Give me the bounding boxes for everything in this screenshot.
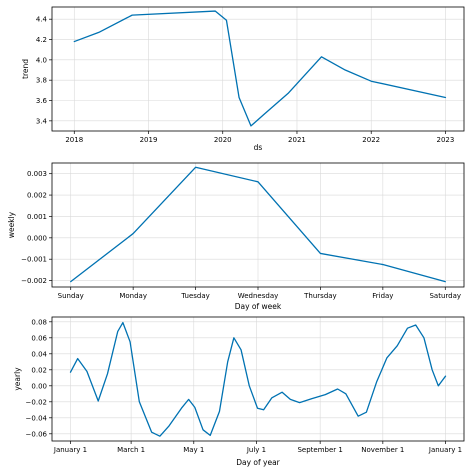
yearly-x-tick-label: January 1 <box>53 446 87 454</box>
weekly-x-tick-label: Wednesday <box>238 292 279 300</box>
weekly-y-tick-label: 0.000 <box>27 234 47 242</box>
weekly-y-tick-label: 0.002 <box>27 192 47 200</box>
weekly-x-tick-label: Tuesday <box>180 292 209 300</box>
weekly-y-tick-label: −0.001 <box>21 256 47 264</box>
yearly-y-tick-label: −0.02 <box>26 398 47 406</box>
trend-y-tick-label: 4.2 <box>36 36 47 44</box>
weekly-panel: Sunday Monday Tuesday Wednesday Thursday Frid… <box>7 162 465 311</box>
yearly-x-tick-label: September 1 <box>297 446 342 454</box>
yearly-panel: January 1 March 1 May 1 July 1 September 1 No… <box>13 316 465 467</box>
yearly-y-tick-label: 0.00 <box>31 382 47 390</box>
weekly-x-axis-label: Day of week <box>235 302 282 311</box>
weekly-x-tick-label: Saturday <box>429 292 461 300</box>
weekly-x-tick-label: Sunday <box>58 292 84 300</box>
trend-x-tick-label: 2022 <box>362 136 380 144</box>
weekly-x-tick-label: Monday <box>119 292 147 300</box>
yearly-x-tick-label: March 1 <box>117 446 145 454</box>
trend-y-tick-label: 3.8 <box>36 77 47 85</box>
weekly-x-tick-label: Friday <box>372 292 393 300</box>
yearly-x-axis-label: Day of year <box>236 458 280 467</box>
trend-y-tick-label: 4.0 <box>36 56 47 64</box>
yearly-y-tick-label: 0.06 <box>31 334 47 342</box>
trend-x-axis-label: ds <box>254 143 263 152</box>
yearly-x-tick-label: January 1 <box>428 446 462 454</box>
yearly-y-tick-label: 0.04 <box>31 350 47 358</box>
yearly-x-tick-label: November 1 <box>361 446 404 454</box>
weekly-y-tick-label: 0.003 <box>27 170 47 178</box>
trend-y-tick-label: 4.4 <box>36 16 48 24</box>
trend-x-tick-label: 2020 <box>214 136 232 144</box>
yearly-y-axis-label: yearly <box>13 367 22 391</box>
yearly-y-tick-label: −0.04 <box>26 414 48 422</box>
trend-x-tick-label: 2023 <box>437 136 455 144</box>
yearly-series-line <box>69 321 447 437</box>
yearly-y-tick-label: −0.06 <box>26 430 48 438</box>
trend-y-tick-label: 3.6 <box>36 97 48 105</box>
weekly-series-line <box>70 166 446 283</box>
trend-series-line <box>73 10 447 127</box>
weekly-y-axis-label: weekly <box>7 211 16 238</box>
yearly-plot-frame <box>51 316 465 442</box>
yearly-y-tick-label: 0.08 <box>31 318 47 326</box>
yearly-x-tick-label: May 1 <box>183 446 204 454</box>
trend-x-tick-label: 2021 <box>288 136 306 144</box>
yearly-x-tick-label: July 1 <box>246 446 266 454</box>
trend-x-tick-label: 2018 <box>65 136 83 144</box>
trend-y-axis-label: trend <box>21 59 30 79</box>
weekly-x-tick-label: Thursday <box>303 292 337 300</box>
trend-y-tick-label: 3.4 <box>36 117 48 125</box>
trend-plot-frame <box>51 6 465 132</box>
yearly-y-tick-label: 0.02 <box>31 366 47 374</box>
weekly-y-tick-label: −0.002 <box>21 277 47 285</box>
trend-x-tick-label: 2019 <box>140 136 158 144</box>
trend-panel: 2018 2019 2020 2021 2022 2023 3.4 3.6 3.8 4.0 4.2 4… <box>21 6 465 152</box>
weekly-y-tick-label: 0.001 <box>27 213 47 221</box>
